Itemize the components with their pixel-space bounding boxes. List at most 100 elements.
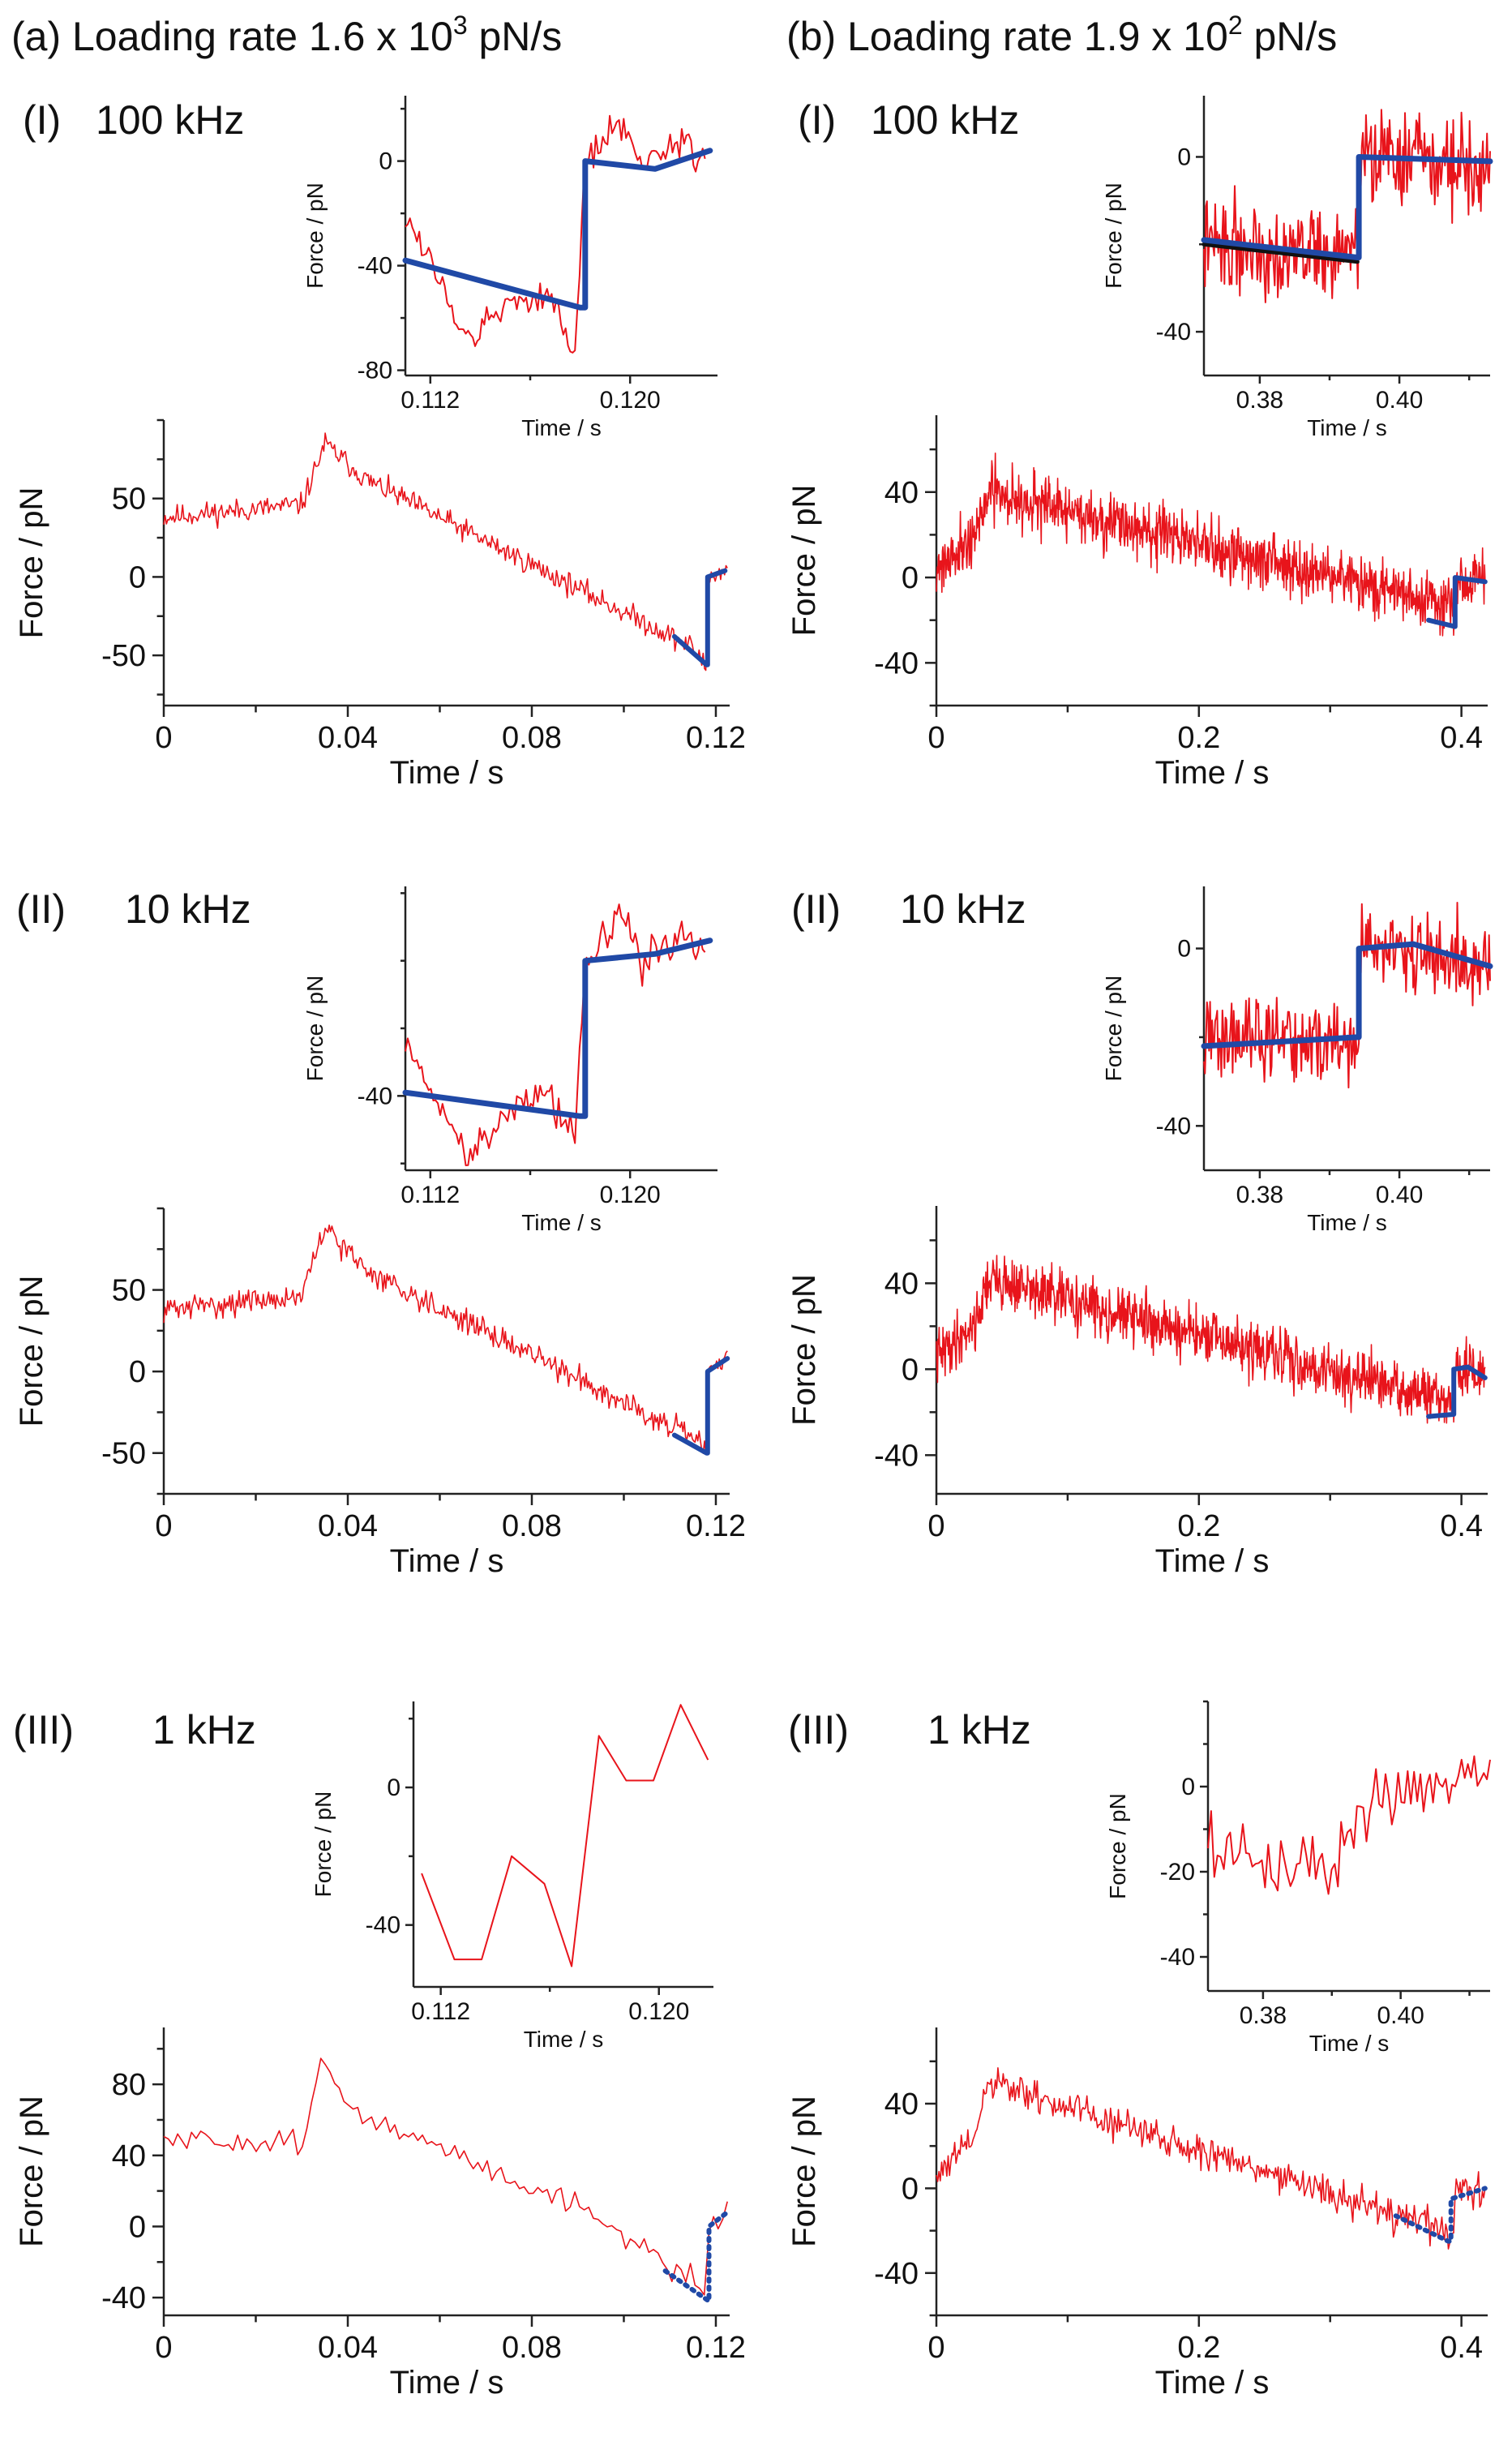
x-tick-label-a3-main: 0.08 bbox=[502, 2331, 562, 2365]
y-axis-label-a2-main: Force / pN bbox=[14, 1276, 49, 1427]
x-tick-label-a1-inset: 0.112 bbox=[400, 387, 460, 414]
x-axis-label-b1-inset: Time / s bbox=[1307, 415, 1387, 440]
x-axis-label-a1-main: Time / s bbox=[390, 755, 504, 791]
x-tick-label-a2-main: 0.04 bbox=[318, 1509, 378, 1543]
x-tick-label-a1-main: 0.12 bbox=[686, 721, 746, 755]
trace-line-b1-inset bbox=[1203, 109, 1491, 303]
y-tick-label-a2-main: -50 bbox=[101, 1437, 146, 1471]
y-tick-label-b3-inset: 0 bbox=[1181, 1774, 1195, 1800]
x-tick-label-b2-main: 0 bbox=[927, 1509, 944, 1543]
chart-a3-main: 0 0.04 0.08 0.12 -40 0 40 80 Time / s Force / pN bbox=[14, 2027, 746, 2401]
trace-line-a1-main bbox=[163, 432, 728, 671]
y-tick-label-a2-main: 0 bbox=[129, 1355, 146, 1389]
trace-line-b2-main bbox=[936, 1255, 1486, 1424]
panel-a2-freq: 10 kHz bbox=[125, 886, 251, 932]
trace-line-a3-inset bbox=[421, 1704, 709, 1967]
x-tick-label-b1-inset: 0.38 bbox=[1236, 387, 1283, 414]
x-tick-label-b3-main: 0.2 bbox=[1177, 2331, 1220, 2365]
y-tick-label-b1-inset: -40 bbox=[1156, 319, 1191, 345]
chart-a1-inset: 0.112 0.120 -80 -40 0 Time / s Force / pN bbox=[302, 96, 717, 440]
fit-line-black-b1-inset bbox=[1201, 242, 1360, 264]
panel-a3-roman: (III) bbox=[13, 1707, 74, 1753]
x-tick-label-a3-inset: 0.120 bbox=[628, 1998, 689, 2025]
chart-b1-inset: 0.38 0.40 -40 0 Time / s Force / pN bbox=[1101, 96, 1493, 440]
panel-a1-roman: (I) bbox=[23, 97, 61, 143]
x-tick-label-b1-main: 0.2 bbox=[1177, 721, 1220, 755]
trace-line-b1-main bbox=[936, 453, 1486, 637]
y-tick-label-a3-inset: 0 bbox=[387, 1774, 400, 1801]
y-tick-label-a2-inset: -40 bbox=[358, 1083, 392, 1109]
y-axis-label-b1-main: Force / pN bbox=[786, 485, 822, 637]
fit-line-a1-main-0 bbox=[671, 568, 728, 667]
y-tick-label-b1-main: 0 bbox=[902, 561, 919, 595]
plots: 0 0.04 0.08 0.12 -50 0 50 Time / s Force / pN 0.1… bbox=[14, 96, 1493, 2401]
x-tick-label-b3-main: 0.4 bbox=[1440, 2331, 1483, 2365]
y-tick-label-a2-main: 50 bbox=[112, 1274, 146, 1308]
panel-a2-roman: (II) bbox=[16, 886, 66, 932]
x-tick-label-b2-main: 0.4 bbox=[1440, 1509, 1483, 1543]
y-tick-label-b2-inset: -40 bbox=[1156, 1113, 1191, 1139]
y-tick-label-b3-main: -40 bbox=[874, 2257, 919, 2291]
fit-line-b1-main-0 bbox=[1426, 575, 1488, 629]
chart-b2-main: 0 0.2 0.4 -40 0 40 Time / s Force / pN bbox=[786, 1206, 1488, 1579]
x-tick-label-a2-main: 0.08 bbox=[502, 1509, 562, 1543]
y-tick-label-b1-main: 40 bbox=[884, 476, 919, 510]
trace-line-a1-inset bbox=[405, 114, 706, 354]
y-axis-label-a1-inset: Force / pN bbox=[302, 182, 328, 289]
x-tick-label-b1-main: 0.4 bbox=[1440, 721, 1483, 755]
y-tick-label-b2-main: 40 bbox=[884, 1267, 919, 1301]
fit-line-b2-main-0 bbox=[1426, 1364, 1488, 1419]
trace-line-b2-inset bbox=[1203, 902, 1491, 1089]
y-axis-label-b3-main: Force / pN bbox=[786, 2096, 822, 2247]
panel-b3-roman: (III) bbox=[788, 1707, 849, 1753]
panel-a1-freq: 100 kHz bbox=[96, 97, 244, 143]
x-tick-label-a2-main: 0 bbox=[155, 1509, 172, 1543]
y-axis-label-b3-inset: Force / pN bbox=[1105, 1793, 1130, 1899]
x-tick-label-b3-inset: 0.40 bbox=[1377, 2002, 1424, 2029]
x-tick-label-a1-inset: 0.120 bbox=[600, 387, 661, 414]
panel-b2-roman: (II) bbox=[791, 886, 841, 932]
fit-line-a2-inset-0 bbox=[402, 937, 713, 1119]
chart-b2-inset: 0.38 0.40 -40 0 Time / s Force / pN bbox=[1101, 886, 1493, 1235]
y-tick-label-b3-inset: -40 bbox=[1160, 1944, 1195, 1971]
x-axis-label-b3-inset: Time / s bbox=[1309, 2031, 1390, 2056]
fit-line-a3-main-0 bbox=[662, 2209, 730, 2304]
x-axis-label-a3-main: Time / s bbox=[390, 2365, 504, 2401]
x-tick-label-a2-main: 0.12 bbox=[686, 1509, 746, 1543]
y-tick-label-a1-main: 50 bbox=[112, 483, 146, 517]
y-tick-label-a1-main: 0 bbox=[129, 560, 146, 594]
panel-b3-freq: 1 kHz bbox=[927, 1707, 1031, 1753]
panel-a3-freq: 1 kHz bbox=[152, 1707, 256, 1753]
x-tick-label-b3-main: 0 bbox=[927, 2331, 944, 2365]
x-tick-label-a3-main: 0 bbox=[155, 2331, 172, 2365]
panel-b1-roman: (I) bbox=[798, 97, 836, 143]
y-axis-label-b2-inset: Force / pN bbox=[1101, 976, 1126, 1082]
y-axis-label-a1-main: Force / pN bbox=[14, 487, 49, 639]
x-axis-label-a3-inset: Time / s bbox=[524, 2027, 604, 2052]
y-tick-label-b1-main: -40 bbox=[874, 646, 919, 680]
chart-a1-main: 0 0.04 0.08 0.12 -50 0 50 Time / s Force / pN bbox=[14, 418, 746, 791]
y-tick-label-b3-main: 40 bbox=[884, 2087, 919, 2122]
y-tick-label-b3-inset: -20 bbox=[1160, 1859, 1195, 1886]
trace-line-b3-inset bbox=[1207, 1755, 1491, 1895]
x-tick-label-a3-main: 0.12 bbox=[686, 2331, 746, 2365]
chart-a3-inset: 0.112 0.120 -40 0 Time / s Force / pN bbox=[311, 1701, 713, 2052]
chart-b1-main: 0 0.2 0.4 -40 0 40 Time / s Force / pN bbox=[786, 415, 1488, 791]
y-tick-label-a3-main: 0 bbox=[129, 2210, 146, 2244]
y-tick-label-b2-inset: 0 bbox=[1177, 936, 1191, 963]
trace-line-a2-main bbox=[163, 1224, 728, 1455]
chart-a2-inset: 0.112 0.120 -40 Time / s Force / pN bbox=[302, 886, 717, 1235]
y-axis-label-a3-main: Force / pN bbox=[14, 2096, 49, 2247]
x-tick-label-a3-inset: 0.112 bbox=[411, 1998, 470, 2025]
chart-a2-main: 0 0.04 0.08 0.12 -50 0 50 Time / s Force / pN bbox=[14, 1207, 746, 1579]
fit-line-b2-inset-0 bbox=[1201, 941, 1493, 1049]
x-axis-label-a2-inset: Time / s bbox=[521, 1210, 602, 1235]
x-tick-label-a1-main: 0.08 bbox=[502, 721, 562, 755]
x-axis-label-a2-main: Time / s bbox=[390, 1543, 504, 1579]
y-tick-label-a3-main: 80 bbox=[112, 2068, 146, 2102]
y-tick-label-b3-main: 0 bbox=[902, 2172, 919, 2206]
x-axis-label-a1-inset: Time / s bbox=[521, 415, 602, 440]
y-tick-label-b2-main: -40 bbox=[874, 1439, 919, 1473]
y-tick-label-a3-main: -40 bbox=[101, 2281, 146, 2315]
